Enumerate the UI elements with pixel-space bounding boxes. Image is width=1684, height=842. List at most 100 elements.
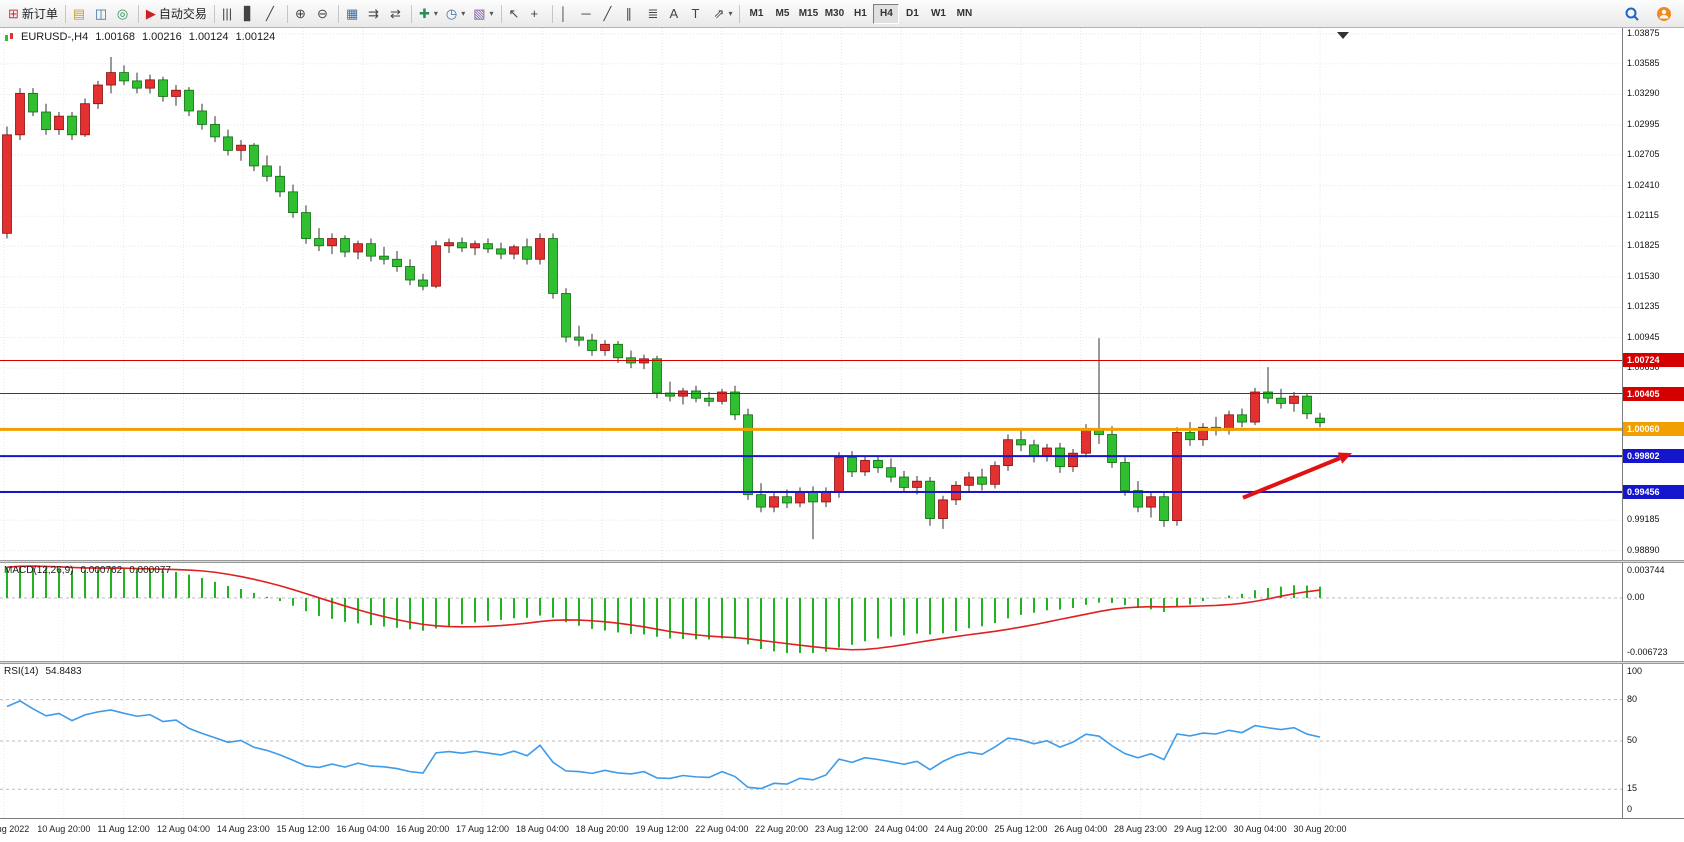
timeframe-h4-button[interactable]: H4 [873,3,900,24]
new-order-button[interactable]: ⊞ 新订单 [4,3,62,25]
candle-bullish [834,456,844,493]
tile-windows-button[interactable]: ▦ [342,3,364,25]
macd-value-main: 0.000762 [80,565,123,576]
candle-bearish [483,243,493,250]
timeframe-h1-button[interactable]: H1 [847,4,873,24]
periods-button[interactable]: ◷ ▾ [442,3,469,25]
timeframe-m30-button[interactable]: M30 [821,4,847,24]
search-button[interactable] [1620,3,1644,25]
candle-bearish [1263,391,1273,399]
indicators-button[interactable]: ✚ ▾ [415,3,442,25]
candle-bullish [964,476,974,486]
candle-bullish [15,92,25,136]
cursor-button[interactable]: ↖ [505,3,527,25]
market-watch-button[interactable]: ▤ [69,3,91,25]
toolbar: ⊞ 新订单 ▤ ◫ ◎ ▶ 自动交易 ||| ▋ ╱ ⊕ ⊖ ▦ ⇉ ⇄ ✚ ▾ ◷ ▾ ▧ ▾ ↖ + │ ─ ╱ ∥ ≣ A T ⇗ ▾ M… [0,0,1684,28]
candle-bearish [1185,432,1195,441]
text-label-icon: T [691,6,700,21]
candle-bullish [1146,496,1156,508]
time-axis-label: 15 Aug 12:00 [276,824,330,834]
price-axis-label: 1.03290 [1627,88,1660,99]
timeframe-m5-button[interactable]: M5 [769,4,795,24]
timeframe-m1-button[interactable]: M1 [743,4,769,24]
time-axis[interactable]: 10 Aug 2022 10 Aug 20:00 11 Aug 12:00 12 Au… [0,818,1684,842]
candle-bearish [275,175,285,193]
chart-title-bar: EURUSD-,H4 1.00168 1.00216 1.00124 1.001… [4,31,275,43]
ohlc-close: 1.00124 [235,31,276,43]
trendline-button[interactable]: ╱ [600,3,622,25]
candle-bearish [1159,496,1169,521]
fibonacci-button[interactable]: ≣ [644,3,666,25]
timeframe-m15-button[interactable]: M15 [795,4,821,24]
timeframe-mn-button[interactable]: MN [951,4,977,24]
price-axis-label: 1.02115 [1627,210,1659,221]
chart-shift-marker[interactable] [1337,32,1349,39]
panel-separator[interactable] [0,661,1684,664]
candle-bearish [743,414,753,496]
price-axis-label: 1.03585 [1627,57,1660,68]
timeframe-d1-button[interactable]: D1 [899,4,925,24]
vertical-line-button[interactable]: │ [556,3,578,25]
price-axis-label: 1.02410 [1627,179,1660,190]
macd-panel[interactable]: MACD(12,26,9) 0.000762 0.000077 [0,563,1622,661]
rsi-axis-label: 50 [1627,735,1638,745]
panel-separator[interactable] [0,560,1684,563]
candle-bearish [119,72,129,82]
data-window-button[interactable]: ◫ [91,3,113,25]
candle-bearish [405,266,415,281]
candle-bearish [652,358,662,394]
candle-bearish [899,476,909,488]
time-axis-label: 17 Aug 12:00 [456,824,510,834]
text-button[interactable]: A [666,3,688,25]
main-chart-area[interactable]: EURUSD-,H4 1.00168 1.00216 1.00124 1.001… [0,28,1622,560]
bar-chart-button[interactable]: ||| [218,3,240,25]
time-axis-label: 29 Aug 12:00 [1173,824,1227,834]
toolbar-separator [286,4,288,23]
candle-bullish [912,480,922,488]
arrows-button[interactable]: ⇗ ▾ [710,3,737,25]
candle-bearish [418,279,428,287]
candle-bullish [1068,452,1078,468]
chart-shift-button[interactable]: ⇄ [386,3,408,25]
price-axis-label: 0.99185 [1627,514,1660,525]
templates-button[interactable]: ▧ ▾ [469,3,497,25]
horizontal-line-icon: ─ [581,6,591,21]
auto-scroll-button[interactable]: ⇉ [364,3,386,25]
trend-arrow[interactable] [1242,456,1341,500]
zoom-in-icon: ⊕ [294,6,306,21]
toolbar-separator [739,4,741,23]
timeframe-w1-button[interactable]: W1 [925,4,951,24]
price-axis-label: 0.98890 [1627,544,1660,555]
rsi-line [6,700,1321,790]
candle-bearish [1107,434,1117,463]
trendline-icon: ╱ [603,6,612,21]
auto-trading-button[interactable]: ▶ 自动交易 [142,3,211,25]
equidistant-channel-button[interactable]: ∥ [622,3,644,25]
candlestick-chart-canvas[interactable] [0,28,1622,560]
price-axis-label: 1.01235 [1627,301,1660,312]
candle-bearish [1276,397,1286,404]
rsi-panel[interactable]: RSI(14) 54.8483 [0,664,1622,818]
time-axis-label: 22 Aug 04:00 [695,824,749,834]
navigator-button[interactable]: ◎ [113,3,135,25]
zoom-out-button[interactable]: ⊖ [313,3,335,25]
candle-bearish [366,243,376,257]
account-button[interactable] [1652,3,1676,25]
text-label-button[interactable]: T [688,3,710,25]
candle-bullish [535,238,545,260]
time-axis-label: 26 Aug 04:00 [1054,824,1108,834]
crosshair-button[interactable]: + [527,3,549,25]
candle-bearish [1133,490,1143,508]
candle-bullish [1289,395,1299,404]
horizontal-line-button[interactable]: ─ [578,3,600,25]
candle-bearish [782,496,792,504]
candle-bearish [1016,439,1026,446]
time-axis-label: 25 Aug 12:00 [994,824,1048,834]
time-axis-label: 11 Aug 12:00 [97,824,150,834]
price-axis[interactable]: 1.03875 1.03585 1.03290 1.02995 1.02705 1.024… [1622,28,1684,560]
candlestick-chart-button[interactable]: ▋ [240,3,262,25]
caret-down-icon: ▾ [433,9,438,18]
price-axis-label: 1.00945 [1627,331,1660,342]
line-chart-button[interactable]: ╱ [262,3,284,25]
zoom-in-button[interactable]: ⊕ [291,3,313,25]
